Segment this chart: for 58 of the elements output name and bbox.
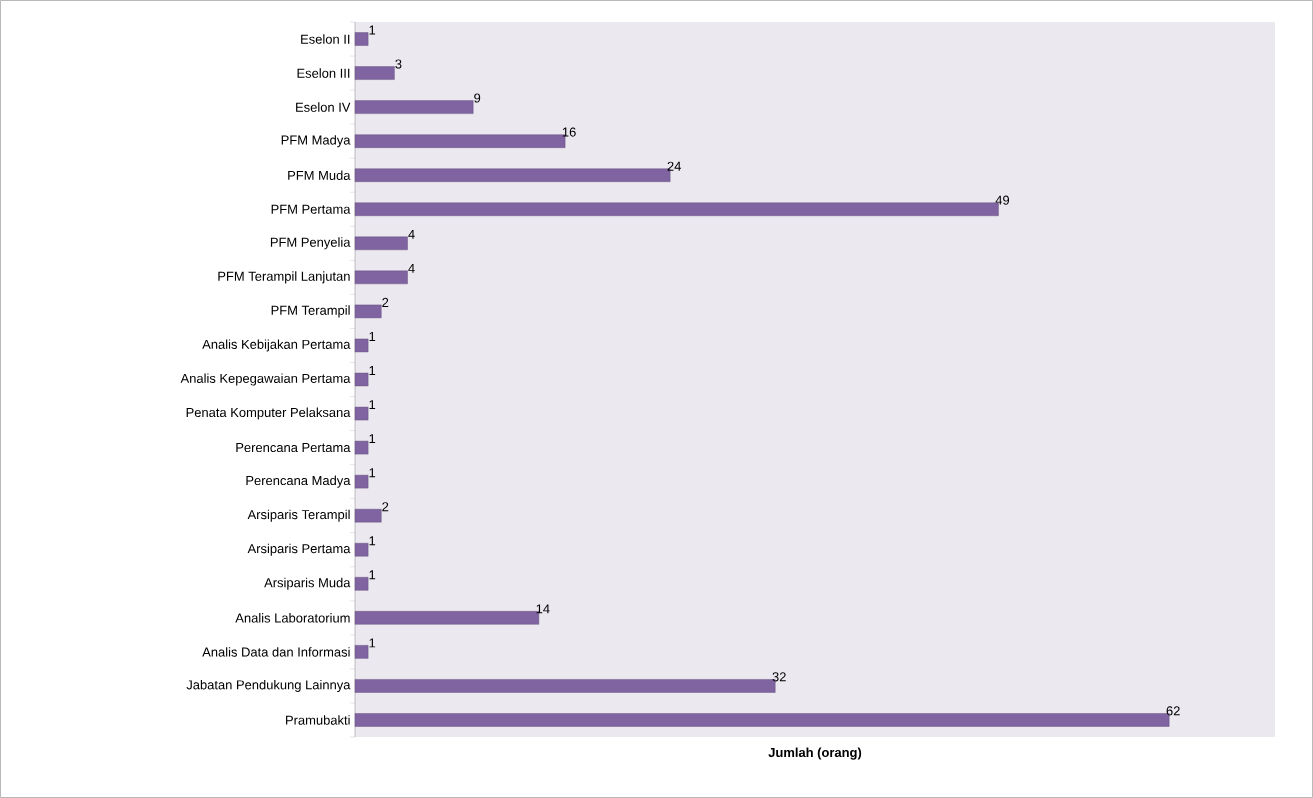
bar — [354, 66, 395, 80]
bar — [354, 338, 369, 353]
bar — [354, 577, 369, 591]
y-tick-label: Pramubakti — [286, 715, 350, 725]
y-tick-label: Eselon III — [297, 68, 350, 78]
data-label: 1 — [369, 536, 376, 546]
data-label: 1 — [369, 468, 376, 478]
y-tick-label: Eselon IV — [296, 102, 351, 112]
data-label: 3 — [395, 59, 402, 69]
data-label: 62 — [1166, 706, 1180, 716]
bar — [354, 372, 369, 387]
bar — [354, 440, 369, 455]
bar — [354, 543, 369, 557]
data-label: 1 — [369, 25, 376, 35]
y-tick-label: Analis Data dan Informasi — [202, 647, 350, 657]
y-tick-label: PFM Penyelia — [270, 237, 351, 250]
y-tick-label: PFM Terampil Lanjutan — [218, 271, 350, 284]
y-tick-label: Analis Laboratorium — [235, 613, 350, 623]
bar — [354, 32, 369, 46]
bar — [354, 645, 369, 659]
y-tick-label: Eselon II — [301, 34, 350, 44]
data-label: 1 — [369, 434, 376, 444]
bar — [354, 304, 382, 319]
y-tick-label: Penata Komputer Pelaksana — [186, 407, 351, 420]
data-label: 1 — [369, 332, 376, 341]
y-tick-label: Arsiparis Muda — [264, 577, 351, 590]
bar — [354, 270, 408, 285]
data-label: 1 — [369, 400, 376, 410]
data-label: 32 — [772, 672, 786, 682]
y-tick-label: PFM Pertama — [271, 204, 351, 214]
y-tick-label: PFM Madya — [281, 135, 351, 148]
y-tick-label: PFM Muda — [288, 170, 351, 180]
bar — [354, 474, 369, 489]
bar — [354, 236, 408, 251]
data-label: 2 — [382, 502, 389, 512]
data-label: 1 — [369, 366, 376, 375]
y-tick-label: Perencana Madya — [246, 475, 351, 488]
bar — [354, 100, 474, 114]
data-label: 1 — [369, 638, 376, 648]
x-axis-title: Jumlah (orang) — [768, 747, 862, 760]
data-label: 4 — [408, 263, 415, 273]
data-label: 9 — [474, 93, 481, 103]
data-label: 1 — [369, 570, 376, 580]
y-tick-label: Perencana Pertama — [236, 443, 351, 453]
data-label: 4 — [408, 229, 415, 239]
bar — [354, 406, 369, 421]
y-tick-label: Arsiparis Terampil — [247, 509, 350, 522]
bar — [354, 509, 382, 523]
data-label: 16 — [562, 127, 576, 137]
y-tick-label: PFM Terampil — [271, 305, 350, 318]
data-label: 49 — [995, 195, 1010, 205]
y-tick-label: Arsiparis Pertama — [247, 543, 351, 556]
y-tick-label: Analis Kebijakan Pertama — [202, 339, 351, 352]
data-label: 2 — [382, 297, 389, 307]
y-tick-label: Analis Kepegawaian Pertama — [180, 373, 351, 386]
data-label: 24 — [667, 161, 681, 171]
data-label: 14 — [536, 604, 550, 614]
y-tick-label: Jabatan Pendukung Lainnya — [186, 679, 351, 692]
